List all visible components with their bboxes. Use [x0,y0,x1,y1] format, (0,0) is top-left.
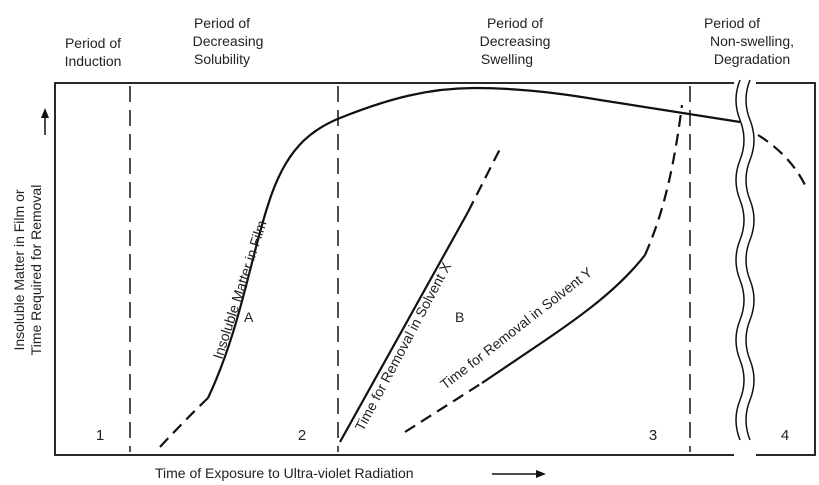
curve-label: Time for Removal in Solvent X [352,259,455,434]
break-gap [734,80,756,460]
line-x [467,144,503,213]
region-number: 3 [649,427,657,444]
period-header: Solubility [194,51,250,67]
period-header: Decreasing [193,33,264,49]
curve-letter: B [455,309,464,325]
period-header: Period of [194,15,250,31]
x-arrow-head [536,470,546,478]
region-number: 4 [781,427,789,444]
period-header: Swelling [481,51,533,67]
line-x [339,211,469,443]
curve-label: Insoluble Matter in Film [210,218,270,361]
region-number: 2 [298,427,306,444]
curve-a [207,86,741,399]
period-header: Decreasing [480,33,551,49]
period-header: Period of [65,35,121,51]
period-header: Period of [487,15,543,31]
period-header: Non-swelling, [710,33,794,49]
curve-label: Time for Removal in Solvent Y [437,263,596,392]
break-line [745,79,755,441]
curve-a [757,134,806,186]
period-header: Induction [65,53,122,69]
y-axis-label: Insoluble Matter in Film or [11,189,27,350]
curve-a [159,397,209,448]
break-line [735,79,745,441]
frame [54,82,816,456]
period-header: Period of [704,15,760,31]
line-y [404,382,483,433]
x-axis-label: Time of Exposure to Ultra-violet Radiati… [155,465,414,481]
y-axis-label: Time Required for Removal [28,185,44,356]
line-y [481,254,646,384]
line-y [643,104,684,256]
curve-letter: A [244,309,254,325]
y-arrow-head [41,108,49,118]
region-number: 1 [96,427,104,444]
period-header: Degradation [714,51,790,67]
